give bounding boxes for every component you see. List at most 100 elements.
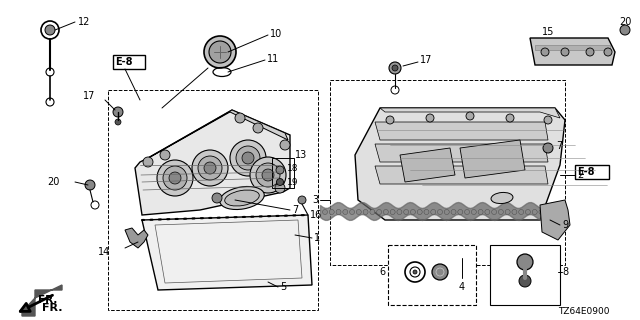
- Polygon shape: [125, 228, 148, 248]
- Circle shape: [541, 48, 549, 56]
- Circle shape: [209, 41, 231, 63]
- Circle shape: [242, 152, 254, 164]
- Text: 8: 8: [562, 267, 568, 277]
- Text: 3: 3: [312, 195, 318, 205]
- Circle shape: [466, 112, 474, 120]
- Circle shape: [410, 210, 415, 214]
- Polygon shape: [375, 166, 548, 184]
- Circle shape: [552, 210, 557, 214]
- Circle shape: [256, 163, 280, 187]
- Text: 20: 20: [619, 17, 631, 27]
- Circle shape: [519, 275, 531, 287]
- Polygon shape: [22, 285, 62, 316]
- Polygon shape: [540, 200, 570, 240]
- Bar: [490, 245, 560, 305]
- Text: FR.: FR.: [38, 295, 58, 305]
- Circle shape: [586, 48, 594, 56]
- Bar: [113, 55, 145, 69]
- Text: 2: 2: [577, 170, 583, 180]
- Circle shape: [499, 210, 504, 214]
- Polygon shape: [375, 144, 548, 162]
- Circle shape: [506, 114, 514, 122]
- Circle shape: [370, 210, 375, 214]
- Bar: [575, 165, 609, 179]
- Text: FR.: FR.: [42, 303, 63, 313]
- Circle shape: [349, 210, 355, 214]
- Text: E-8: E-8: [577, 167, 595, 177]
- Text: 16: 16: [310, 210, 323, 220]
- Bar: [388, 245, 476, 305]
- Circle shape: [298, 196, 306, 204]
- Ellipse shape: [225, 190, 259, 206]
- Text: 4: 4: [459, 282, 465, 292]
- Circle shape: [262, 169, 274, 181]
- Circle shape: [392, 65, 398, 71]
- Circle shape: [376, 210, 381, 214]
- Circle shape: [431, 210, 436, 214]
- Circle shape: [432, 264, 448, 280]
- Circle shape: [404, 210, 409, 214]
- Circle shape: [424, 210, 429, 214]
- Circle shape: [276, 166, 284, 174]
- Circle shape: [45, 25, 55, 35]
- Text: 6: 6: [379, 267, 385, 277]
- Text: 14: 14: [98, 247, 110, 257]
- Circle shape: [458, 210, 463, 214]
- Text: 7: 7: [292, 205, 298, 215]
- Circle shape: [230, 140, 266, 176]
- Circle shape: [397, 210, 402, 214]
- Text: E-8: E-8: [115, 57, 132, 67]
- Circle shape: [444, 210, 449, 214]
- Ellipse shape: [491, 192, 513, 204]
- Circle shape: [413, 270, 417, 274]
- Circle shape: [143, 157, 153, 167]
- Circle shape: [336, 210, 341, 214]
- Text: 5: 5: [280, 282, 286, 292]
- Circle shape: [198, 156, 222, 180]
- Polygon shape: [380, 108, 560, 118]
- Circle shape: [543, 143, 553, 153]
- Circle shape: [417, 210, 422, 214]
- Polygon shape: [535, 45, 610, 50]
- Circle shape: [539, 210, 544, 214]
- Circle shape: [546, 210, 551, 214]
- Text: 20: 20: [47, 177, 60, 187]
- Polygon shape: [145, 110, 288, 160]
- Circle shape: [160, 150, 170, 160]
- Circle shape: [253, 123, 263, 133]
- Circle shape: [363, 210, 368, 214]
- Circle shape: [389, 62, 401, 74]
- Circle shape: [85, 180, 95, 190]
- Circle shape: [236, 146, 260, 170]
- Bar: [330, 80, 565, 265]
- Circle shape: [212, 193, 222, 203]
- Polygon shape: [400, 148, 455, 182]
- Circle shape: [157, 160, 193, 196]
- Circle shape: [169, 172, 181, 184]
- Text: 13: 13: [295, 150, 307, 160]
- Circle shape: [518, 210, 524, 214]
- Text: 12: 12: [78, 17, 90, 27]
- Circle shape: [492, 210, 497, 214]
- Circle shape: [323, 210, 328, 214]
- Text: 15: 15: [542, 27, 554, 37]
- Circle shape: [517, 254, 533, 270]
- Circle shape: [390, 210, 395, 214]
- Bar: [272, 158, 294, 188]
- Circle shape: [471, 210, 476, 214]
- Polygon shape: [530, 38, 615, 65]
- Circle shape: [329, 210, 334, 214]
- Circle shape: [280, 140, 290, 150]
- Text: 11: 11: [267, 54, 279, 64]
- Text: 18: 18: [287, 164, 298, 172]
- Circle shape: [383, 210, 388, 214]
- Bar: [108, 90, 318, 310]
- Text: 17: 17: [420, 55, 433, 65]
- Polygon shape: [460, 140, 525, 178]
- Text: 10: 10: [270, 29, 282, 39]
- Circle shape: [115, 119, 121, 125]
- Circle shape: [478, 210, 483, 214]
- Circle shape: [386, 116, 394, 124]
- Circle shape: [250, 157, 286, 193]
- Circle shape: [113, 107, 123, 117]
